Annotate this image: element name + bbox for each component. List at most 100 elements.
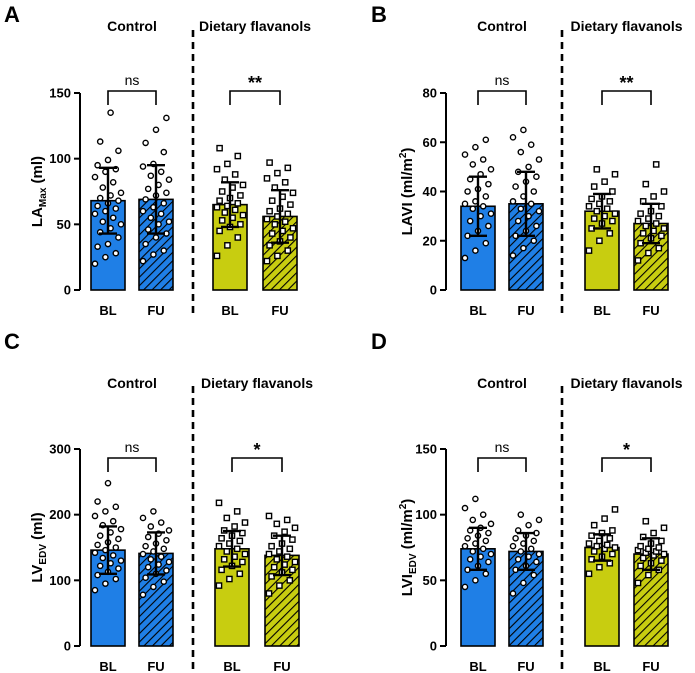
category-label-bl: BL — [99, 303, 116, 318]
data-point — [514, 217, 522, 225]
data-point — [152, 234, 160, 241]
data-point — [165, 218, 173, 226]
data-point — [479, 156, 487, 163]
category-label-bl: BL — [593, 303, 610, 318]
data-point — [645, 571, 652, 579]
data-point — [102, 508, 109, 515]
significance-label: ns — [125, 439, 140, 455]
data-point — [472, 577, 479, 584]
data-point — [637, 562, 644, 570]
data-point — [461, 583, 469, 591]
data-point — [150, 508, 157, 515]
category-label-fu: FU — [517, 303, 534, 318]
data-point — [234, 234, 242, 241]
panel-letter: C — [4, 329, 20, 354]
data-point — [514, 556, 522, 563]
data-point — [91, 210, 99, 218]
data-point — [603, 205, 611, 213]
data-point — [520, 579, 527, 587]
data-point — [283, 516, 291, 524]
data-point — [160, 247, 168, 254]
data-point — [216, 197, 223, 204]
y-tick-label: 80 — [423, 86, 437, 101]
significance-label: * — [253, 440, 260, 460]
data-point — [223, 548, 231, 555]
data-point — [96, 194, 104, 202]
data-point — [485, 529, 492, 537]
data-point — [157, 553, 165, 560]
data-point — [637, 210, 644, 217]
data-point — [213, 165, 221, 173]
data-point — [273, 556, 281, 563]
y-tick-label: 40 — [423, 184, 437, 199]
data-point — [634, 217, 642, 225]
data-point — [469, 516, 477, 524]
data-point — [268, 197, 276, 204]
data-point — [231, 523, 238, 530]
data-point — [487, 520, 495, 528]
y-tick-label: 150 — [49, 86, 71, 101]
data-point — [231, 171, 239, 178]
data-point — [525, 521, 532, 529]
data-point — [517, 148, 525, 156]
category-label-fu: FU — [642, 303, 659, 318]
data-point — [117, 525, 125, 533]
category-label-fu: FU — [273, 659, 290, 673]
data-point — [94, 541, 101, 549]
data-point — [593, 542, 601, 550]
data-point — [472, 143, 479, 151]
category-label-bl: BL — [99, 659, 116, 673]
data-point — [527, 545, 535, 553]
data-point — [236, 570, 244, 578]
data-point — [637, 542, 644, 550]
data-point — [112, 544, 120, 551]
data-point — [165, 558, 173, 566]
data-point — [91, 549, 99, 557]
data-point — [284, 164, 292, 172]
data-point — [139, 163, 147, 170]
data-point — [530, 537, 538, 545]
data-point — [142, 139, 149, 147]
data-point — [509, 542, 517, 550]
data-point — [609, 217, 616, 225]
data-point — [658, 537, 665, 545]
data-point — [266, 242, 273, 249]
data-point — [642, 180, 650, 188]
data-point — [109, 214, 117, 222]
data-point — [218, 188, 226, 195]
y-tick-label: 100 — [415, 507, 437, 522]
significance-bracket — [601, 457, 652, 472]
data-point — [590, 183, 598, 190]
significance-label: ns — [125, 72, 140, 88]
data-point — [461, 504, 469, 512]
data-point — [609, 550, 616, 558]
data-point — [530, 571, 538, 579]
group-label-control: Control — [107, 18, 157, 34]
data-point — [112, 205, 120, 212]
data-point — [117, 189, 125, 197]
data-point — [634, 579, 642, 587]
data-point — [91, 260, 99, 268]
data-point — [509, 198, 517, 205]
data-point — [535, 207, 543, 215]
data-point — [655, 244, 663, 252]
data-point — [596, 563, 603, 571]
panel-letter: D — [371, 329, 387, 354]
data-point — [91, 173, 99, 181]
data-point — [658, 202, 665, 210]
panel-b: B Control Dietary flavanols 0 20 40 60 80 LAVI (… — [371, 2, 683, 318]
data-point — [150, 251, 157, 258]
data-point — [588, 195, 595, 203]
data-point — [144, 185, 152, 193]
data-point — [107, 109, 114, 116]
data-point — [265, 590, 273, 597]
data-point — [482, 136, 490, 144]
data-point — [482, 570, 490, 578]
data-point — [237, 221, 244, 228]
data-point — [601, 178, 608, 185]
data-point — [241, 550, 249, 558]
data-point — [163, 536, 170, 544]
y-tick-label: 0 — [64, 283, 71, 298]
significance-label: * — [623, 440, 630, 460]
